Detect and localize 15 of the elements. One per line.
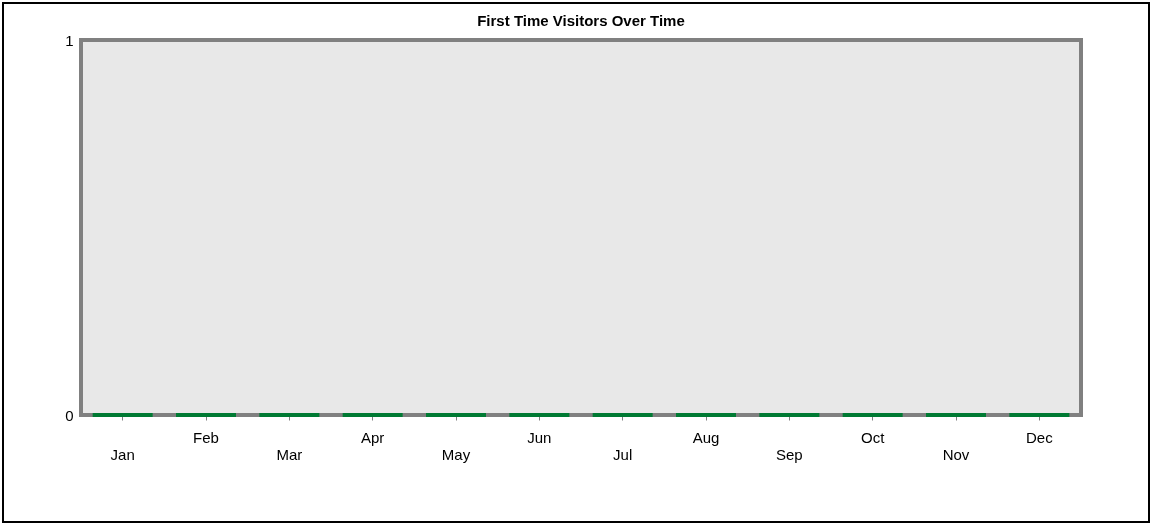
x-tick-label: Nov xyxy=(942,445,970,463)
x-tick-label: Jan xyxy=(110,445,135,463)
x-tick-label: Jun xyxy=(527,428,552,446)
x-tick-label: Dec xyxy=(1025,428,1054,446)
y-tick-label: 0 xyxy=(65,406,74,424)
x-tick-label: Feb xyxy=(193,428,219,446)
x-tick-label: May xyxy=(441,445,471,463)
x-tick-label: Mar xyxy=(276,445,303,463)
x-tick-label: Jul xyxy=(613,445,633,463)
x-tick-label: Sep xyxy=(775,445,803,463)
chart-title: First Time Visitors Over Time xyxy=(477,12,685,29)
x-tick-label: Oct xyxy=(860,428,886,446)
x-tick-label: Aug xyxy=(692,428,720,446)
x-tick-label: Apr xyxy=(360,428,385,446)
y-tick-label: 1 xyxy=(65,31,74,49)
